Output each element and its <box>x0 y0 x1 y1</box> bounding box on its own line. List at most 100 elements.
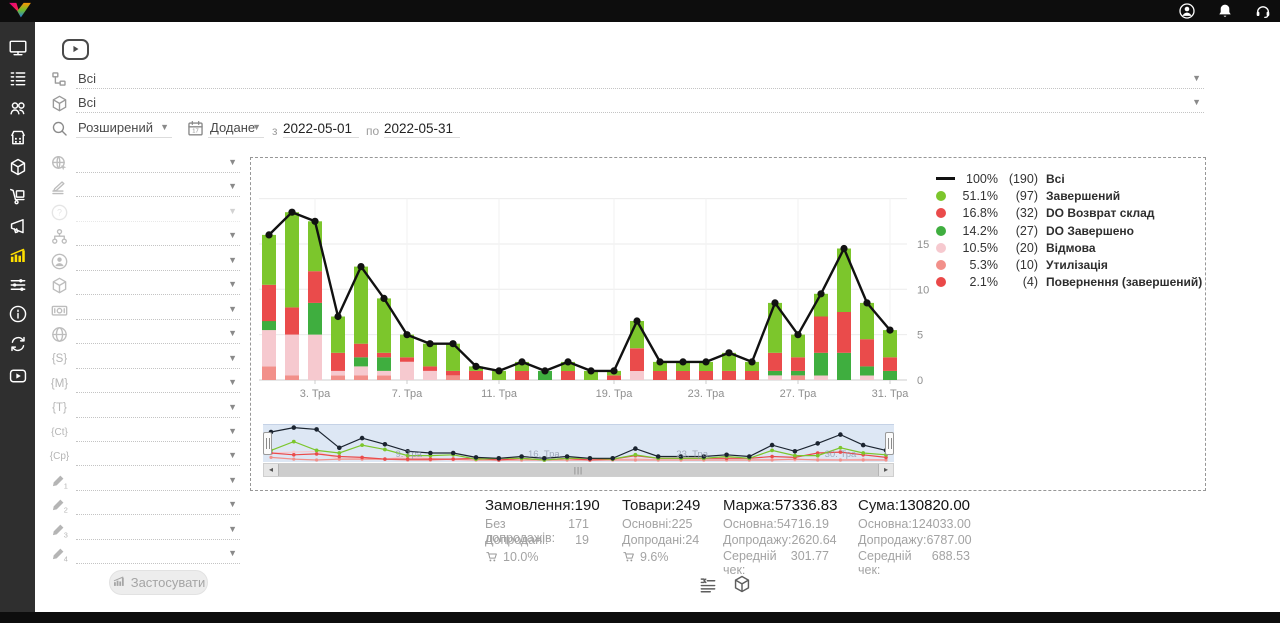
navigator-axis-label: 23. Тра <box>676 449 708 460</box>
sidebar-item-video-help[interactable] <box>8 366 28 386</box>
app-logo-icon[interactable] <box>6 1 34 21</box>
notifications-icon[interactable] <box>1216 2 1234 20</box>
chevron-down-icon: ▼ <box>1192 73 1201 83</box>
sidebar-item-info[interactable] <box>8 304 28 324</box>
svg-text:23. Тра: 23. Тра <box>688 388 726 400</box>
legend-item[interactable]: 10.5% (20) Відмова <box>936 239 1202 256</box>
custom-field-4-filter-icon: 4 <box>50 545 69 564</box>
svg-text:?: ? <box>57 207 62 217</box>
payment-filter-select[interactable]: ▼ <box>76 300 240 320</box>
custom-field-4-filter-select[interactable]: ▼ <box>76 544 240 565</box>
sidebar-item-sync[interactable] <box>8 334 28 354</box>
calendar-icon: 17 <box>186 119 205 138</box>
apply-button[interactable]: Застосувати <box>109 570 208 595</box>
utm-source-filter-select[interactable]: ▼ <box>76 349 240 369</box>
date-from-label: з <box>272 124 278 138</box>
topbar <box>0 0 1280 22</box>
sidebar-item-dashboard[interactable] <box>8 38 28 58</box>
cart-icon <box>485 550 499 564</box>
navigator-right-handle[interactable] <box>885 432 894 455</box>
search-mode-value: Розширений <box>78 120 153 135</box>
structure-filter-select[interactable]: ▼ <box>76 226 240 247</box>
orders-view-toggle[interactable] <box>698 574 718 594</box>
landing-filter-select[interactable]: ▼ <box>76 177 240 198</box>
svg-text:0: 0 <box>917 375 923 387</box>
legend-dot-swatch <box>936 225 962 236</box>
stat-subrow: Допродані: 19 <box>485 533 589 547</box>
utm-content-filter-icon: {Ct} <box>51 426 68 438</box>
custom-field-2-filter-icon: 2 <box>50 496 69 515</box>
sidebar <box>0 22 35 623</box>
operator-filter-icon <box>50 252 69 271</box>
product-filter-select[interactable]: ▼ <box>76 275 240 296</box>
sidebar-item-products[interactable] <box>8 157 28 177</box>
chevron-down-icon: ▼ <box>228 474 237 485</box>
navigator-axis-label: 16. Тра <box>528 449 560 460</box>
status-group-select[interactable]: Всі ▼ <box>76 69 1204 89</box>
stat-subrow: Без допродажів: 171 <box>485 517 589 545</box>
sidebar-item-statistics[interactable] <box>8 245 28 265</box>
navigator-axis-label: 9. Тра <box>395 449 422 460</box>
legend-dot-swatch <box>936 208 962 219</box>
date-to-input[interactable]: 2022-05-31 <box>384 118 460 138</box>
scroll-right-button[interactable]: ▸ <box>883 465 888 474</box>
stat-title: Маржа: 57336.83 <box>723 497 838 514</box>
svg-text:19. Тра: 19. Тра <box>596 388 634 400</box>
orders-by-day-chart[interactable]: 3. Тра 7. Тра 11. Тра 19. Тра 23. Тра 27. Тра… <box>259 158 959 408</box>
svg-text:4: 4 <box>64 555 68 564</box>
utm-campaign-filter-select[interactable]: ▼ <box>76 446 240 467</box>
search-mode-select[interactable]: Розширений ▼ <box>76 118 172 138</box>
region-filter-select[interactable]: ▼ <box>76 153 240 173</box>
utm-medium-filter-select[interactable]: ▼ <box>76 373 240 394</box>
stat-subrow: Допродажу: 2620.64 <box>723 533 837 547</box>
chevron-down-icon: ▼ <box>228 279 237 290</box>
stat-column: Маржа: 57336.83 Основна: 54716.19 Допродажу… <box>723 497 838 577</box>
stat-title: Сума: 130820.00 <box>858 497 970 514</box>
custom-field-2-filter-select[interactable]: ▼ <box>76 495 240 516</box>
sidebar-item-settings[interactable] <box>8 275 28 295</box>
operator-filter-select[interactable]: ▼ <box>76 251 240 271</box>
custom-field-3-filter-select[interactable]: ▼ <box>76 520 240 540</box>
legend-item[interactable]: 51.1% (97) Завершений <box>936 187 1202 204</box>
legend-item[interactable]: 16.8% (32) DO Возврат склад <box>936 205 1202 222</box>
chart-scrollbar[interactable]: ◂ ||| ▸ <box>263 463 894 477</box>
legend-item[interactable]: 5.3% (10) Утилізація <box>936 256 1202 273</box>
custom-field-1-filter-select[interactable]: ▼ <box>76 471 240 491</box>
svg-text:3. Тра: 3. Тра <box>300 388 331 400</box>
utm-campaign-filter-icon: {Cp} <box>49 451 70 463</box>
svg-text:27. Тра: 27. Тра <box>780 388 818 400</box>
navigator-left-handle[interactable] <box>263 432 272 455</box>
utm-term-filter-select[interactable]: ▼ <box>76 398 240 418</box>
legend-item[interactable]: 14.2% (27) DO Завершено <box>936 222 1202 239</box>
support-icon[interactable] <box>1254 2 1272 20</box>
scroll-left-button[interactable]: ◂ <box>268 465 273 474</box>
sidebar-item-warehouse[interactable] <box>8 127 28 147</box>
chevron-down-icon: ▼ <box>228 254 237 265</box>
scrollbar-thumb[interactable]: ||| <box>278 464 879 476</box>
legend-dot-swatch <box>936 242 962 253</box>
products-view-toggle[interactable] <box>732 574 752 594</box>
sidebar-item-orders[interactable] <box>8 68 28 88</box>
product-box-icon <box>50 94 69 113</box>
svg-text:2: 2 <box>64 506 68 515</box>
svg-text:1: 1 <box>64 482 68 491</box>
chart-range-navigator[interactable]: 9. Тра 16. Тра 23. Тра 30. Тра <box>263 424 894 462</box>
legend-item[interactable]: 2.1% (4) Повернення (завершений) <box>936 274 1202 291</box>
chevron-down-icon: ▼ <box>228 401 237 412</box>
date-from-input[interactable]: 2022-05-01 <box>283 118 359 138</box>
date-field-select[interactable]: Додане ▼ <box>208 118 264 138</box>
product-select[interactable]: Всі ▼ <box>76 93 1204 113</box>
sidebar-item-shipping[interactable] <box>8 186 28 206</box>
chevron-down-icon: ▼ <box>228 230 237 241</box>
chevron-down-icon: ▼ <box>228 499 237 510</box>
chevron-down-icon: ▼ <box>228 328 237 339</box>
utm-content-filter-select[interactable]: ▼ <box>76 422 240 442</box>
account-icon[interactable] <box>1178 2 1196 20</box>
chevron-down-icon: ▼ <box>160 122 169 132</box>
video-tutorial-button[interactable] <box>62 39 89 60</box>
statistics-chart-panel: 3. Тра 7. Тра 11. Тра 19. Тра 23. Тра 27. Тра… <box>250 157 1206 491</box>
web-filter-select[interactable]: ▼ <box>76 324 240 345</box>
sidebar-item-customers[interactable] <box>8 98 28 118</box>
sidebar-item-marketing[interactable] <box>8 216 28 236</box>
legend-item[interactable]: 100% (190) Всі <box>936 170 1202 187</box>
